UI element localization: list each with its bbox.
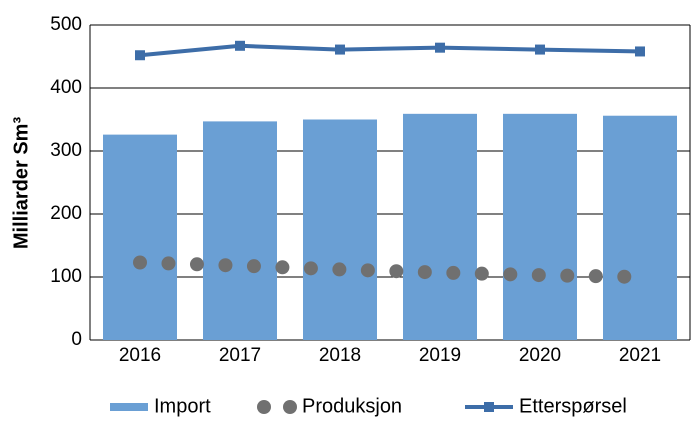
demand-marker [435, 42, 445, 53]
bar [203, 121, 277, 340]
legend-label: Import [154, 395, 211, 417]
legend-label: Produksjon [302, 395, 402, 417]
x-tick-label: 2018 [319, 345, 361, 366]
y-tick-label: 500 [50, 14, 82, 35]
production-line [133, 255, 647, 284]
y-tick-label: 200 [50, 203, 82, 224]
demand-marker [335, 44, 345, 55]
legend-swatch [283, 400, 297, 414]
legend-swatch [257, 400, 271, 414]
demand-marker [235, 40, 245, 51]
y-tick-label: 0 [71, 329, 82, 350]
bar [403, 113, 477, 340]
y-tick-label: 300 [50, 140, 82, 161]
bar [603, 115, 677, 340]
bar [303, 119, 377, 340]
bar [103, 134, 177, 340]
x-tick-label: 2017 [219, 345, 261, 366]
demand-marker [635, 46, 645, 57]
legend-swatch [484, 402, 494, 412]
bar [503, 113, 577, 340]
legend-label: Etterspørsel [519, 395, 627, 417]
demand-line [139, 43, 641, 58]
demand-marker [535, 44, 545, 55]
y-axis-label: Milliarder Sm³ [10, 117, 32, 250]
demand-marker [135, 50, 145, 61]
y-tick-label: 100 [50, 266, 82, 287]
x-tick-label: 2020 [519, 345, 561, 366]
x-tick-label: 2016 [119, 345, 161, 366]
y-tick-label: 400 [50, 77, 82, 98]
x-tick-label: 2021 [619, 345, 661, 366]
x-tick-label: 2019 [419, 345, 461, 366]
legend-swatch [110, 403, 148, 411]
